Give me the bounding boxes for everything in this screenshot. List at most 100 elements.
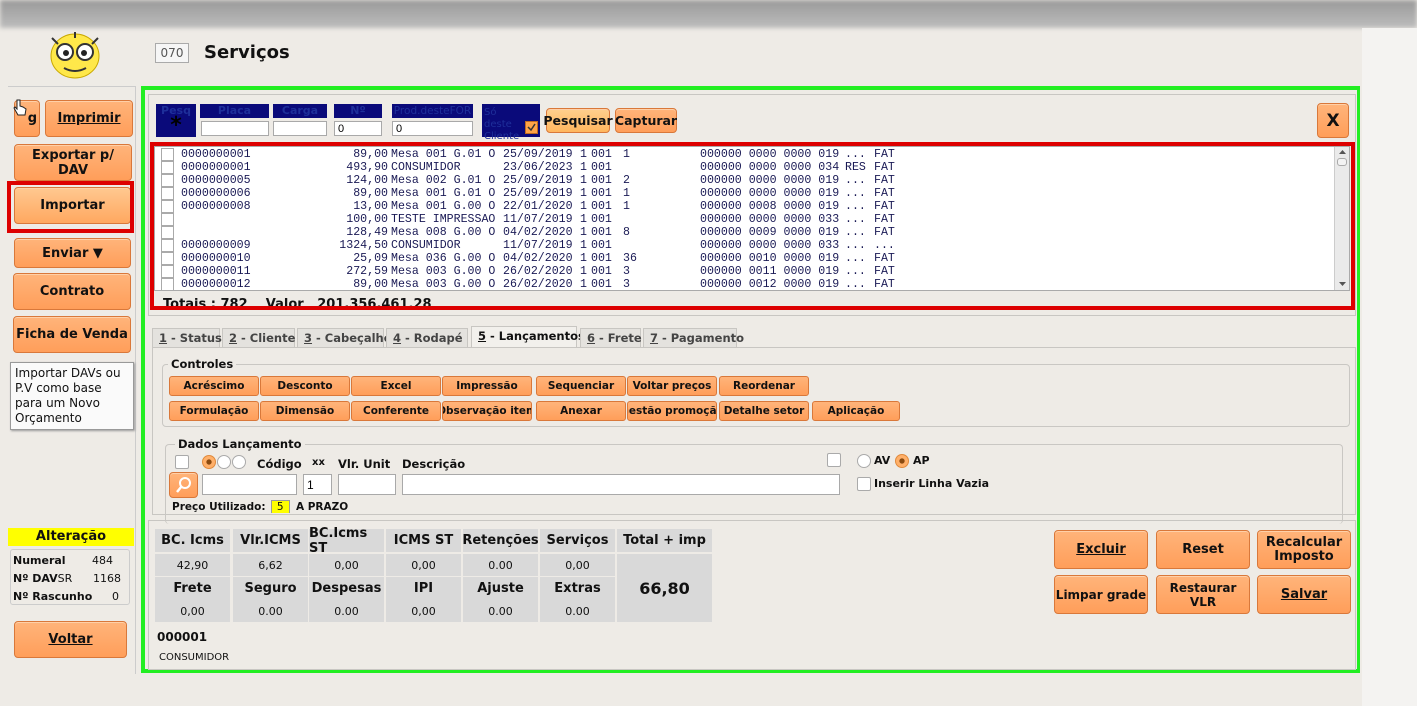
table-row[interactable]: 100,00 TESTE IMPRESSAO 11/07/2019 1 001 00000… [155,213,1335,226]
tab-1[interactable]: 1 - Status [152,328,222,348]
table-row[interactable]: 128,49 Mesa 008 G.00 O 04/02/2020 1 001 8 0000… [155,226,1335,239]
contrato-button[interactable]: Contrato [13,273,131,310]
importar-button[interactable]: Importar [14,187,131,224]
control-button[interactable]: Conferente [351,401,441,421]
row-checkbox[interactable] [161,200,174,213]
row-checkbox[interactable] [161,226,174,239]
sidebar [8,86,136,674]
cell-id: 0000000005 [181,174,251,187]
codigo-input[interactable] [202,474,297,495]
table-row[interactable]: 0000000008 13,00 Mesa 001 G.00 O 22/01/2020… [155,200,1335,213]
limpar-grade-button[interactable]: Limpar grade [1054,575,1148,614]
av-radio[interactable] [857,454,871,468]
recalcular-imposto-button[interactable]: Recalcular Imposto [1257,530,1351,569]
excluir-button[interactable]: Excluir [1054,530,1148,569]
control-button[interactable]: Desconto [260,376,350,396]
close-button[interactable]: X [1317,103,1349,138]
control-button[interactable]: Detalhe setor [719,401,809,421]
qty-input[interactable] [303,474,332,495]
ficha-venda-button[interactable]: Ficha de Venda [13,316,131,353]
row-checkbox[interactable] [161,239,174,252]
cell-id: 0000000008 [181,200,251,213]
row-checkbox[interactable] [161,174,174,187]
cell-c: 1 [623,187,630,200]
table-row[interactable]: 0000000005 124,00 Mesa 002 G.01 O 25/09/201… [155,174,1335,187]
control-button[interactable]: Formulação [169,401,259,421]
pesq-button[interactable]: Pesq * [156,104,196,137]
cell-desc: Mesa 003 G.00 O [391,278,496,291]
table-row[interactable]: 0000000001 89,00 Mesa 001 G.01 O 25/09/2019… [155,148,1335,161]
cell-a: 1 [580,161,587,174]
tab-3[interactable]: 3 - Cabeçalho [297,328,392,348]
control-button[interactable]: Aplicação [812,401,900,421]
cell-a: 1 [580,213,587,226]
stats-panel: Numeral 484 Nº DAVSR 1168 Nº Rascunho 0 [10,549,130,605]
results-grid[interactable]: 0000000001 89,00 Mesa 001 G.01 O 25/09/2019… [154,146,1350,291]
carga-input[interactable] [273,121,327,136]
radio-3[interactable] [232,455,246,469]
exportar-dav-button[interactable]: Exportar p/ DAV [14,144,132,181]
radio-2[interactable] [217,455,231,469]
control-button[interactable]: Excel [351,376,441,396]
row-checkbox[interactable] [161,187,174,200]
cell-b: 001 [591,239,612,252]
row-checkbox[interactable] [161,161,174,174]
enviar-button[interactable]: Enviar ▼ [14,238,131,268]
control-button[interactable]: Voltar preços [627,376,717,396]
table-row[interactable]: 0000000001 493,90 CONSUMIDOR 23/06/2023 1 001… [155,161,1335,174]
control-button[interactable]: Dimensão [260,401,350,421]
cell-codes: 000000 0011 0000 019 [700,265,840,278]
control-button[interactable]: Gestão promoção [627,401,717,421]
ap-radio[interactable] [895,454,909,468]
total-value: 0.00 [540,600,615,622]
grid-scrollbar[interactable] [1334,147,1349,290]
table-row[interactable]: 0000000011 272,59 Mesa 003 G.00 O 26/02/202… [155,265,1335,278]
cell-desc: Mesa 001 G.01 O [391,148,496,161]
numero-input[interactable] [334,121,382,136]
control-button[interactable]: Acréscimo [169,376,259,396]
total-value: 0.00 [233,600,308,622]
option-checkbox[interactable] [827,453,841,467]
tab-5[interactable]: 5 - Lançamentos [471,326,585,348]
main-frame [141,86,1360,673]
control-button[interactable]: Reordenar [719,376,809,396]
radio-1[interactable] [202,455,216,469]
blurred-title-bar [0,0,1417,28]
placa-input[interactable] [201,121,269,136]
dados-checkbox[interactable] [175,455,189,469]
prod-fornecedor-input[interactable] [392,121,473,136]
descricao-input[interactable] [402,474,840,495]
salvar-button[interactable]: Salvar [1257,575,1351,614]
cell-id: 0000000011 [181,265,251,278]
table-row[interactable]: 0000000012 89,00 Mesa 003 G.00 O 26/02/2020… [155,278,1335,291]
inserir-linha-checkbox[interactable] [857,477,871,491]
search-product-button[interactable] [169,472,198,498]
tab-6[interactable]: 6 - Frete [580,328,642,348]
capturar-button[interactable]: Capturar [615,108,677,133]
control-button[interactable]: Anexar [536,401,626,421]
table-row[interactable]: 0000000010 25,09 Mesa 036 G.00 O 04/02/2020… [155,252,1335,265]
row-checkbox[interactable] [161,278,174,291]
cell-status: FAT [874,187,895,200]
row-checkbox[interactable] [161,213,174,226]
vlr-unit-input[interactable] [338,474,396,495]
total-label: BC. Icms [155,529,230,552]
row-checkbox[interactable] [161,148,174,161]
control-button[interactable]: Observação item [442,401,532,421]
so-cliente-checkbox[interactable]: Só deste Cliente [482,104,540,142]
cell-valor: 89,00 [353,148,388,161]
table-row[interactable]: 0000000006 89,00 Mesa 001 G.01 O 25/09/2019… [155,187,1335,200]
tab-4[interactable]: 4 - Rodapé [386,328,468,348]
control-button[interactable]: Sequenciar [536,376,626,396]
reset-button[interactable]: Reset [1156,530,1250,569]
tab-2[interactable]: 2 - Cliente [222,328,295,348]
tab-7[interactable]: 7 - Pagamento [643,328,744,348]
row-checkbox[interactable] [161,265,174,278]
control-button[interactable]: Impressão [442,376,532,396]
row-checkbox[interactable] [161,252,174,265]
imprimir-button[interactable]: Imprimir [45,100,133,137]
restaurar-vlr-button[interactable]: Restaurar VLR [1156,575,1250,614]
pesquisar-button[interactable]: Pesquisar [543,108,613,133]
voltar-button[interactable]: Voltar [14,621,127,658]
table-row[interactable]: 0000000009 1324,50 CONSUMIDOR 11/07/2019 1 00… [155,239,1335,252]
